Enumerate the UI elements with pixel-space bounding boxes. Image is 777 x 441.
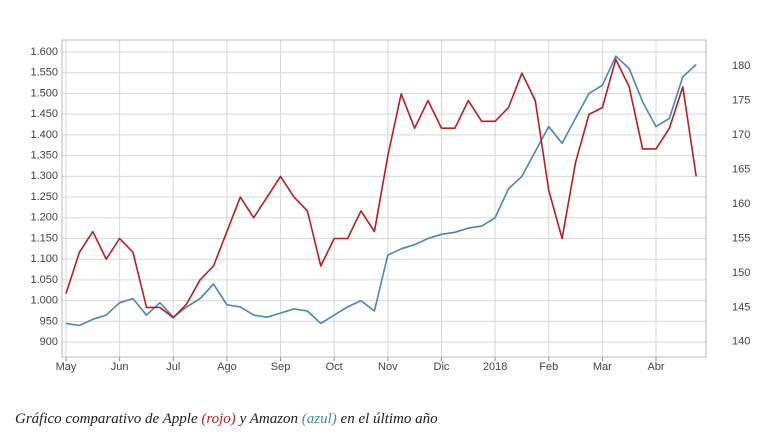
y2-tick-label: 180 (732, 60, 750, 72)
x-tick-label: Dic (434, 361, 450, 373)
y-tick-label: 1.250 (30, 191, 58, 203)
y-tick-label: 1.200 (30, 212, 58, 224)
y2-tick-label: 165 (732, 163, 750, 175)
x-tick-label: May (56, 361, 77, 373)
x-tick-label: Ago (217, 361, 237, 373)
caption-part: en el último año (337, 411, 438, 427)
line-series (65, 55, 697, 327)
y-tick-label: 1.350 (30, 150, 58, 162)
y-tick-label: 1.400 (30, 129, 58, 141)
x-tick-label: Oct (326, 361, 343, 373)
caption: Gráfico comparativo de Apple (rojo) y Am… (15, 411, 438, 427)
y-tick-label: 950 (40, 315, 58, 327)
line-series (65, 58, 697, 319)
caption-part: (rojo) (201, 411, 235, 427)
y2-tick-label: 140 (732, 336, 750, 348)
x-tick-label: 2018 (483, 361, 507, 373)
x-tick-label: Mar (593, 361, 612, 373)
y-tick-label: 1.450 (30, 108, 58, 120)
y-tick-label: 1.150 (30, 232, 58, 244)
y2-tick-label: 155 (732, 232, 750, 244)
x-tick-label: Jul (166, 361, 180, 373)
y2-tick-label: 175 (732, 95, 750, 107)
y-tick-label: 1.600 (30, 46, 58, 58)
y-tick-label: 1.500 (30, 87, 58, 99)
y2-tick-label: 150 (732, 267, 750, 279)
caption-part: (azul) (302, 411, 337, 427)
y-tick-label: 900 (40, 336, 58, 348)
y2-tick-label: 170 (732, 129, 750, 141)
y-tick-label: 1.050 (30, 274, 58, 286)
x-tick-label: Sep (271, 361, 291, 373)
x-tick-label: Nov (378, 361, 398, 373)
x-tick-label: Feb (539, 361, 558, 373)
y2-tick-label: 145 (732, 301, 750, 313)
caption-part: y Amazon (236, 411, 302, 427)
caption-part: Gráfico comparativo de Apple (15, 411, 201, 427)
y-tick-label: 1.100 (30, 253, 58, 265)
plot-frame (61, 39, 707, 358)
y-tick-label: 1.000 (30, 295, 58, 307)
x-tick-label: Jun (111, 361, 129, 373)
y2-tick-label: 160 (732, 198, 750, 210)
y-tick-label: 1.300 (30, 170, 58, 182)
y-tick-label: 1.550 (30, 67, 58, 79)
x-tick-label: Abr (647, 361, 664, 373)
